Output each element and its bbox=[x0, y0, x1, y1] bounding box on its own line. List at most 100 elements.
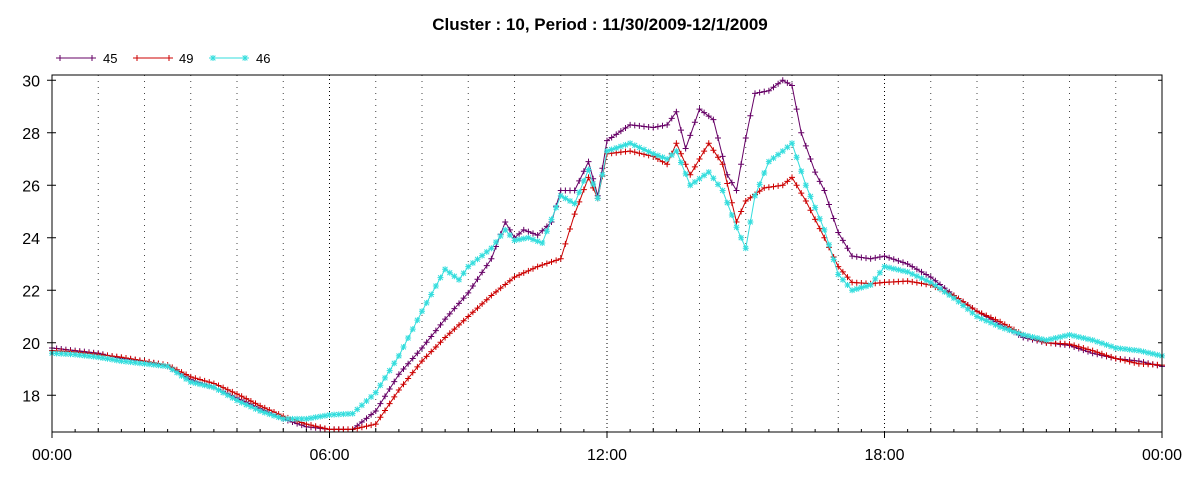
data-point-46 bbox=[793, 154, 800, 161]
data-point-46 bbox=[1061, 332, 1068, 339]
data-point-45 bbox=[765, 87, 772, 94]
data-point-46 bbox=[76, 352, 83, 359]
data-point-46 bbox=[67, 351, 74, 358]
x-axis: 00:00 06:00 12:00 18:00 00:00 bbox=[32, 428, 1182, 464]
data-point-46 bbox=[335, 411, 342, 418]
data-point-45 bbox=[571, 187, 578, 194]
data-point-45 bbox=[747, 112, 754, 119]
data-point-46 bbox=[58, 350, 65, 357]
data-point-46 bbox=[590, 180, 597, 187]
data-point-46 bbox=[918, 275, 925, 282]
data-point-49 bbox=[543, 260, 550, 267]
data-point-49 bbox=[451, 326, 458, 333]
data-point-46 bbox=[756, 181, 763, 188]
data-point-49 bbox=[1089, 347, 1096, 354]
data-point-46 bbox=[224, 392, 231, 399]
data-point-46 bbox=[1089, 337, 1096, 344]
data-point-45 bbox=[409, 355, 416, 362]
data-point-45 bbox=[622, 125, 629, 132]
data-point-46 bbox=[923, 277, 930, 284]
data-point-46 bbox=[950, 295, 957, 302]
data-point-45 bbox=[835, 229, 842, 236]
data-point-46 bbox=[405, 335, 412, 342]
data-point-49 bbox=[576, 198, 583, 205]
data-point-46 bbox=[765, 158, 772, 165]
data-point-49 bbox=[992, 316, 999, 323]
data-point-45 bbox=[927, 274, 934, 281]
data-point-46 bbox=[136, 360, 143, 367]
data-point-49 bbox=[719, 161, 726, 168]
data-point-45 bbox=[853, 253, 860, 260]
data-point-46 bbox=[187, 379, 194, 386]
data-point-45 bbox=[386, 385, 393, 392]
data-point-49 bbox=[432, 343, 439, 350]
legend-entry-46: 46 bbox=[209, 51, 270, 66]
data-point-46 bbox=[604, 148, 610, 155]
data-point-49 bbox=[798, 190, 805, 197]
data-point-49 bbox=[321, 425, 328, 432]
data-point-46 bbox=[72, 351, 79, 358]
data-point-45 bbox=[863, 255, 869, 262]
data-point-46 bbox=[428, 291, 435, 298]
data-point-45 bbox=[872, 254, 879, 261]
data-point-45 bbox=[867, 255, 874, 262]
data-point-45 bbox=[761, 88, 768, 95]
data-point-46 bbox=[525, 234, 532, 241]
data-point-46 bbox=[978, 315, 985, 322]
data-point-46 bbox=[608, 146, 615, 153]
data-point-46 bbox=[946, 291, 953, 298]
data-point-46 bbox=[715, 181, 721, 188]
data-point-45 bbox=[483, 262, 490, 269]
data-point-49 bbox=[761, 184, 768, 191]
data-point-45 bbox=[687, 132, 694, 139]
data-point-46 bbox=[257, 408, 264, 414]
data-point-46 bbox=[155, 362, 162, 369]
data-point-46 bbox=[183, 375, 190, 382]
data-point-46 bbox=[474, 256, 481, 263]
data-point-45 bbox=[682, 145, 689, 152]
data-point-49 bbox=[252, 400, 259, 407]
data-point-45 bbox=[451, 305, 458, 312]
data-point-45 bbox=[918, 268, 925, 275]
data-point-46 bbox=[215, 387, 222, 393]
data-point-45 bbox=[382, 393, 388, 400]
data-point-49 bbox=[756, 188, 763, 195]
data-point-46 bbox=[1135, 347, 1142, 354]
data-point-45 bbox=[530, 230, 536, 237]
data-point-45 bbox=[696, 106, 703, 113]
data-point-46 bbox=[553, 204, 560, 211]
data-point-45 bbox=[465, 289, 472, 296]
data-point-46 bbox=[900, 267, 906, 274]
data-point-46 bbox=[580, 177, 587, 184]
data-point-49 bbox=[974, 308, 980, 315]
data-point-49 bbox=[395, 387, 402, 393]
data-point-45 bbox=[631, 122, 638, 129]
data-point-46 bbox=[664, 156, 671, 162]
legend-marker-46 bbox=[242, 55, 248, 61]
data-point-49 bbox=[1108, 353, 1115, 360]
data-point-45 bbox=[391, 378, 398, 385]
data-point-49 bbox=[580, 186, 587, 193]
data-point-49 bbox=[1131, 359, 1138, 366]
data-point-49 bbox=[1122, 357, 1128, 364]
data-point-46 bbox=[562, 195, 569, 202]
data-point-46 bbox=[1048, 336, 1054, 343]
data-point-49 bbox=[414, 363, 421, 370]
data-point-45 bbox=[423, 339, 430, 346]
data-point-46 bbox=[821, 226, 828, 233]
data-point-46 bbox=[104, 355, 111, 362]
data-point-45 bbox=[446, 310, 453, 317]
data-point-49 bbox=[479, 300, 486, 307]
data-point-45 bbox=[479, 269, 486, 276]
data-point-46 bbox=[284, 415, 291, 422]
data-point-46 bbox=[673, 148, 680, 155]
data-point-49 bbox=[516, 272, 523, 279]
data-point-45 bbox=[826, 201, 832, 208]
data-point-45 bbox=[368, 411, 375, 418]
data-point-45 bbox=[405, 360, 412, 367]
data-point-49 bbox=[234, 390, 240, 397]
data-point-45 bbox=[580, 168, 587, 175]
data-point-46 bbox=[414, 317, 421, 324]
data-point-49 bbox=[696, 156, 703, 162]
data-point-46 bbox=[678, 159, 684, 166]
